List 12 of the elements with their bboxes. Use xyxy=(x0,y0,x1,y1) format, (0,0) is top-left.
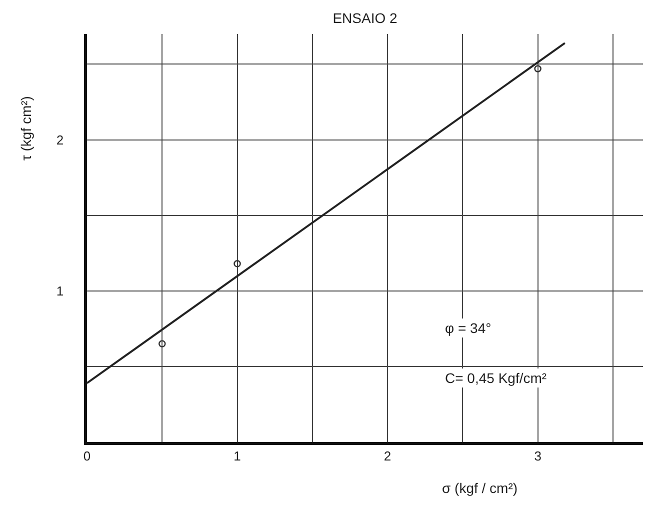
annotation: φ = 34° xyxy=(445,320,492,336)
point xyxy=(158,340,166,348)
chart-title: ENSAIO 2 xyxy=(332,10,398,26)
x-axis-title: σ (kgf / cm²) xyxy=(442,480,518,496)
point xyxy=(534,65,542,72)
x-tick-label: 1 xyxy=(234,448,241,464)
x-tick-label: 2 xyxy=(384,448,392,464)
y-axis-title: τ (kgf cm²) xyxy=(18,96,34,161)
x-tick-label: 0 xyxy=(83,448,91,464)
point xyxy=(234,260,241,268)
annotation: C= 0,45 Kgf/cm² xyxy=(445,370,547,386)
x-tick-label: 3 xyxy=(534,448,542,464)
